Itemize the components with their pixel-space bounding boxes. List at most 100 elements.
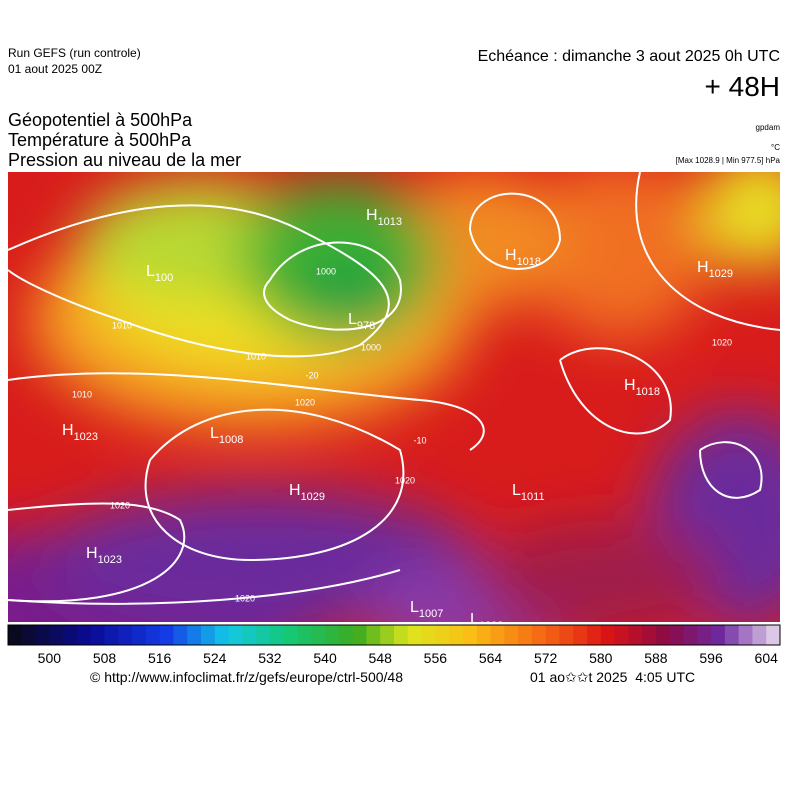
colorbar-tick-label: 604 <box>755 650 779 666</box>
colorbar-cell <box>21 625 37 645</box>
colorbar-tick-label: 580 <box>589 650 613 666</box>
colorbar-cell <box>269 625 285 645</box>
center-value: 1029 <box>709 268 733 280</box>
isobar-label: 1020 <box>110 500 130 510</box>
field-label: Géopotentiel à 500hPa <box>8 110 193 130</box>
pressure-center: L1007 <box>410 599 443 620</box>
center-value: 1018 <box>517 256 541 268</box>
colorbar-tick-label: 508 <box>93 650 117 666</box>
pressure-center: H1029 <box>289 482 325 503</box>
center-type: L <box>410 599 419 616</box>
center-type: H <box>62 422 74 439</box>
colorbar-cell <box>145 625 161 645</box>
isobar-label: 1010 <box>72 389 92 399</box>
center-value: 978 <box>357 320 375 332</box>
colorbar-cell <box>256 625 271 645</box>
center-type: L <box>146 263 155 280</box>
colorbar-cell <box>504 625 519 645</box>
colorbar-cell <box>228 625 243 645</box>
colorbar-tick-label: 532 <box>258 650 282 666</box>
isobar-label: 1000 <box>316 266 336 276</box>
isobar-label: -20 <box>305 370 318 380</box>
center-value: 1023 <box>98 554 122 566</box>
colorbar-cell <box>173 625 188 645</box>
colorbar-cell <box>49 625 64 645</box>
colorbar-cell <box>201 625 216 645</box>
colorbar-cell <box>352 625 367 645</box>
timestamp: 01 ao✩✩t 2025 4:05 UTC <box>530 669 695 685</box>
unit-label: gpdam <box>756 123 781 132</box>
unit-label: [Max 1028.9 | Min 977.5] hPa <box>676 156 781 165</box>
center-type: L <box>512 482 521 499</box>
colorbar-cell <box>766 625 781 645</box>
run-date: 01 aout 2025 00Z <box>8 62 102 76</box>
center-value: 1007 <box>419 608 443 620</box>
pressure-center: L978 <box>348 311 375 332</box>
colorbar: 500 508 516 524 532 540 548 556 564 572 580 588 596 6… <box>7 624 781 666</box>
colorbar-cell <box>132 625 147 645</box>
colorbar-tick-label: 564 <box>479 650 503 666</box>
colorbar-cell <box>559 625 574 645</box>
colorbar-cell <box>63 625 78 645</box>
pressure-center: L100 <box>146 263 173 284</box>
colorbar-cell <box>421 625 436 645</box>
colorbar-tick-label: 548 <box>369 650 393 666</box>
pressure-center: L1008 <box>210 425 243 446</box>
colorbar-cell <box>711 625 726 645</box>
colorbar-cell <box>545 625 560 645</box>
center-value: 1011 <box>521 491 545 503</box>
colorbar-tick-label: 588 <box>644 650 668 666</box>
isobar-label: 1020 <box>295 397 315 407</box>
colorbar-cell <box>752 625 767 645</box>
run-label: Run GEFS (run controle) <box>8 46 141 60</box>
isobar-label: 1020 <box>395 475 415 485</box>
colorbar-cell <box>159 625 174 645</box>
field-label: Pression au niveau de la mer <box>8 150 241 170</box>
lead-time: + 48H <box>705 71 781 102</box>
center-type: H <box>86 545 98 562</box>
colorbar-cell <box>628 625 643 645</box>
isobar-label: 1010 <box>112 320 132 330</box>
colorbar-cell <box>104 625 119 645</box>
colorbar-cell <box>697 625 712 645</box>
colorbar-cell <box>738 625 753 645</box>
colorbar-cell <box>614 625 629 645</box>
isobar-labels: 1010 1010 1000 1000 1020 1020 1020 1020 1020 1010… <box>72 266 732 603</box>
colorbar-cell <box>724 625 740 645</box>
pressure-center: H1023 <box>62 422 98 443</box>
center-type: H <box>624 377 636 394</box>
colorbar-cell <box>311 625 326 645</box>
colorbar-cell <box>394 625 409 645</box>
colorbar-cell <box>297 625 312 645</box>
pressure-center: L1011 <box>512 482 545 503</box>
colorbar-cell <box>518 625 533 645</box>
field-label: Température à 500hPa <box>8 130 192 150</box>
echeance: Echéance : dimanche 3 aout 2025 0h UTC <box>478 48 780 65</box>
center-type: H <box>697 259 709 276</box>
colorbar-cell <box>600 625 616 645</box>
colorbar-cell <box>462 625 478 645</box>
colorbar-cell <box>587 625 602 645</box>
colorbar-cell <box>118 625 133 645</box>
colorbar-tick-label: 524 <box>203 650 227 666</box>
isobar-label: 1020 <box>712 337 732 347</box>
colorbar-cell <box>669 625 684 645</box>
center-value: 1013 <box>378 216 402 228</box>
colorbar-cell <box>407 625 423 645</box>
center-value: 1023 <box>74 431 98 443</box>
colorbar-cell <box>338 625 354 645</box>
colorbar-cell <box>366 625 381 645</box>
colorbar-cell <box>76 625 92 645</box>
map <box>8 172 780 622</box>
isobar-label: 1000 <box>361 342 381 352</box>
colorbar-cell <box>8 625 23 645</box>
colorbar-cell <box>380 625 395 645</box>
colorbar-tick-label: 596 <box>699 650 723 666</box>
pressure-center: H1013 <box>366 207 402 228</box>
colorbar-cell <box>187 625 202 645</box>
source-url: © http://www.infoclimat.fr/z/gefs/europe… <box>90 669 403 685</box>
pressure-center: H1023 <box>86 545 122 566</box>
colorbar-cell <box>476 625 491 645</box>
isobar-label: 1010 <box>246 351 266 361</box>
colorbar-cell <box>449 625 464 645</box>
